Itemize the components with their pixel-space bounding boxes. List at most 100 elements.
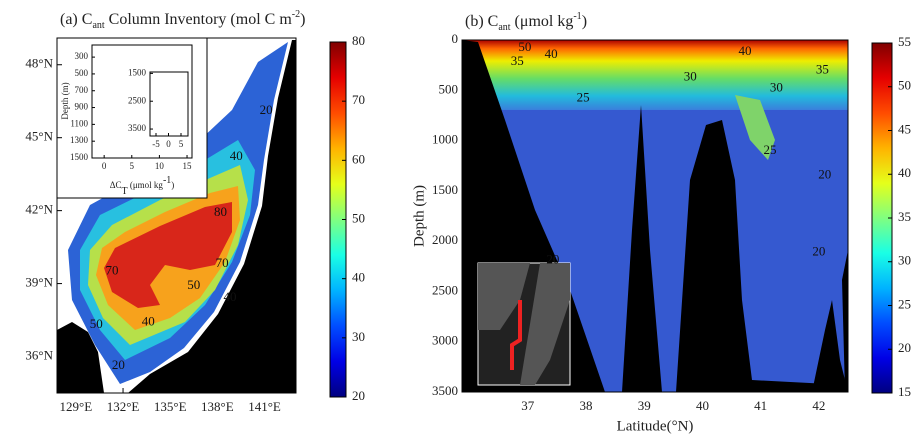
title: (b) Cant (μmol kg-1) (465, 11, 587, 33)
title-part: -1 (573, 11, 581, 22)
title-part: ant (498, 22, 510, 33)
colorbar-tick-label: 30 (898, 253, 911, 268)
axes-frame (56, 37, 297, 394)
colorbar-tick-label: 80 (352, 33, 365, 48)
y-tick-label: 39°N (25, 275, 53, 290)
y-tick-label: 48°N (25, 56, 53, 71)
x-tick-label: 138°E (201, 399, 234, 414)
y-tick-label: 1300 (70, 135, 89, 145)
contour-label: 40 (230, 148, 243, 163)
title-part: Column Inventory (mol C m (105, 11, 293, 28)
title-part: ) (300, 11, 305, 28)
x-tick-label: 42 (812, 398, 825, 413)
colorbar-tick-label: 40 (352, 270, 365, 285)
title: ΔCT (μmol kg-1) (110, 175, 175, 197)
contour-label: 40 (545, 46, 558, 61)
y-tick-label: 300 (75, 51, 89, 61)
y-tick-label: 1100 (70, 118, 88, 128)
contour-label: 20 (812, 243, 825, 258)
x-tick-label: 135°E (154, 399, 187, 414)
x-tick-label: 0 (166, 139, 171, 149)
colorbar-tick-label: 45 (898, 121, 911, 136)
colorbar-tick-label: 60 (352, 151, 365, 166)
contour-label: 70 (106, 262, 119, 277)
x-tick-label: 141°E (248, 399, 281, 414)
y-tick-label: 1500 (70, 152, 89, 162)
contour-label: 35 (511, 53, 524, 68)
inset-y-label: Depth (m) (60, 82, 70, 119)
colorbar-tick-label: 20 (352, 388, 365, 403)
contour-label: 30 (770, 80, 783, 95)
colorbar-tick-label: 15 (898, 384, 911, 399)
contour-label: 30 (684, 68, 697, 83)
contour-label: 70 (216, 255, 229, 270)
x-tick-label: 129°E (60, 399, 93, 414)
x-tick-label: 38 (580, 398, 593, 413)
x-tick-label: 10 (155, 161, 165, 171)
x-tick-label: 5 (179, 139, 184, 149)
y-tick-label: 36°N (25, 348, 53, 363)
x-tick-label: 132°E (107, 399, 140, 414)
y-tick-label: 2500 (432, 282, 458, 297)
axes-frame (91, 44, 193, 159)
title-part: ) (582, 13, 587, 30)
contour-label: 20 (818, 166, 831, 181)
x-tick-label: 40 (696, 398, 709, 413)
contour-label: 40 (142, 313, 155, 328)
x-tick-label: 41 (754, 398, 767, 413)
x-tick-label: -5 (152, 139, 160, 149)
y-tick-label: 42°N (25, 202, 53, 217)
contour-label: 40 (738, 43, 751, 58)
title: (a) Cant Column Inventory (mol C m-2) (60, 9, 305, 31)
y-axis-label: Depth (m) (411, 185, 427, 247)
contour-label: 25 (763, 142, 776, 157)
colorbar-tick-label: 25 (898, 296, 911, 311)
x-tick-label: 0 (102, 161, 107, 171)
title-part: ant (92, 20, 104, 31)
contour-label: 25 (577, 90, 590, 105)
y-tick-label: 700 (75, 85, 89, 95)
contour-label: 35 (816, 61, 829, 76)
colorbar-tick-label: 20 (898, 340, 911, 355)
title-part: (a) C (60, 11, 92, 28)
colorbar-tick-label: 40 (898, 165, 911, 180)
section-field (462, 40, 848, 392)
contour-label: 20 (260, 102, 273, 117)
contour-label: 20 (112, 357, 125, 372)
y-tick-label: 1500 (432, 182, 458, 197)
x-tick-label: 5 (130, 161, 135, 171)
colorbar-tick-label: 50 (898, 78, 911, 93)
colorbar-tick-label: 30 (352, 329, 365, 344)
contour-label: 50 (90, 316, 103, 331)
contour-label: 50 (518, 39, 531, 54)
contour-label: 40 (223, 289, 236, 304)
x-tick-label: 39 (638, 398, 651, 413)
contour-label: 80 (214, 204, 227, 219)
title-part: ) (171, 180, 174, 190)
colorbar-tick-label: 55 (898, 34, 911, 49)
y-tick-label: 2500 (128, 95, 147, 105)
y-tick-label: 500 (75, 68, 89, 78)
contour-label: 20 (546, 251, 559, 266)
title-part: (μmol kg (128, 180, 164, 190)
colorbar-tick-label: 50 (352, 210, 365, 225)
y-tick-label: 0 (452, 31, 459, 46)
y-tick-label: 45°N (25, 129, 53, 144)
colorbar-tick-label: 70 (352, 92, 365, 107)
title-part: (μmol kg (511, 13, 574, 30)
y-tick-label: 500 (439, 81, 459, 96)
x-tick-label: 37 (521, 398, 535, 413)
title-part: -2 (292, 9, 300, 20)
title-part: (b) C (465, 13, 498, 30)
contour-label: 50 (187, 277, 200, 292)
y-tick-label: 3500 (128, 123, 147, 133)
title-part: -1 (163, 175, 171, 186)
axes-frame (461, 39, 849, 393)
title-part: T (122, 186, 128, 197)
y-tick-label: 3500 (432, 383, 458, 398)
y-tick-label: 900 (75, 102, 89, 112)
colorbar-tick-label: 35 (898, 209, 911, 224)
y-tick-label: 2000 (432, 232, 458, 247)
